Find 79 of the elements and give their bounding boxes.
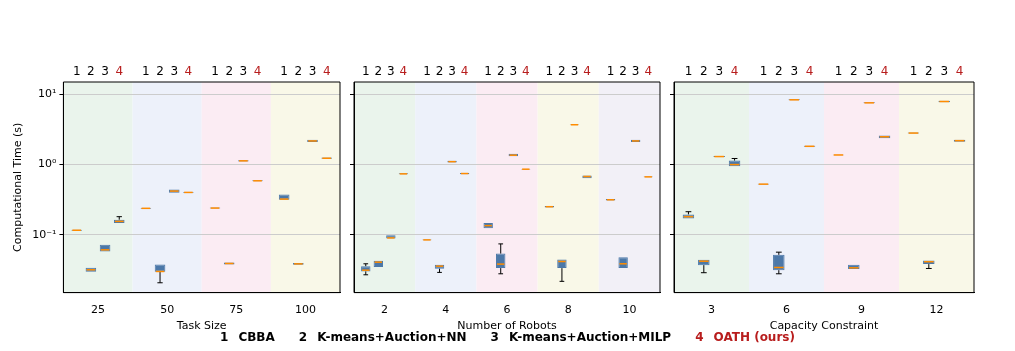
text: 4 [730, 64, 739, 79]
text: 1 [606, 64, 615, 79]
x-tick-label: 10 [622, 303, 637, 317]
text: 2 [298, 330, 308, 344]
text: 1 [545, 64, 554, 79]
text: 2 [225, 64, 234, 79]
text: 3 [387, 64, 395, 79]
text: 2 [924, 64, 933, 79]
text: 2 [699, 64, 708, 79]
text: 4 [695, 330, 704, 344]
x-tick-label: 8 [564, 303, 572, 317]
text: K-means+Auction+MILP [508, 330, 672, 344]
text: 2 [87, 64, 95, 79]
text: 1 [220, 330, 229, 344]
text: 4 [115, 64, 124, 79]
text: 4 [253, 64, 262, 79]
text: 1 [280, 64, 288, 79]
text: 4 [460, 64, 469, 79]
text: 3 [570, 64, 579, 79]
text: 4 [322, 64, 331, 79]
text: 2 [496, 64, 505, 79]
text: CBBA [238, 330, 275, 344]
text: K-means+Auction+NN [317, 330, 467, 344]
text: 4 [522, 64, 530, 79]
text: 3 [631, 64, 640, 79]
text: 3 [865, 64, 874, 79]
text: 1 [684, 64, 693, 79]
text: 3 [790, 64, 799, 79]
text: 2 [849, 64, 858, 79]
x-axis-title: Number of Robots [457, 319, 557, 333]
text: 3 [308, 64, 317, 79]
text: 3 [715, 64, 724, 79]
text: 2 [435, 64, 444, 79]
text: 4 [644, 64, 653, 79]
text: 1 [759, 64, 768, 79]
text: 1 [484, 64, 492, 79]
text: 2 [774, 64, 783, 79]
x-tick-label: 12 [929, 303, 944, 317]
x-tick-label: 25 [90, 303, 105, 317]
text: 3 [940, 64, 949, 79]
y-tick-label: 10⁻¹ [32, 227, 57, 241]
text: 1 [909, 64, 918, 79]
category-label: 4 [184, 64, 193, 79]
text: 2 [558, 64, 566, 79]
x-tick-label: 3 [708, 303, 715, 317]
x-tick-label: 75 [229, 303, 244, 317]
y-axis-title: Computational Time (s) [11, 122, 25, 252]
text: 4 [955, 64, 964, 79]
text: 3 [448, 64, 456, 79]
x-tick-label: 4 [442, 303, 450, 317]
text: 4 [880, 64, 889, 79]
text: 1 [361, 64, 370, 79]
x-tick-label: 9 [858, 303, 865, 317]
text: 3 [509, 64, 518, 79]
text: 1 [423, 64, 431, 79]
text: 1 [211, 64, 219, 79]
category-label: 3 [239, 64, 248, 79]
text: 1 [142, 64, 150, 79]
text: 4 [805, 64, 814, 79]
text: 1 [72, 64, 81, 79]
text: 2 [374, 64, 383, 79]
text: 2 [294, 64, 303, 79]
text: 3 [170, 64, 179, 79]
y-tick-label: 10¹ [37, 87, 57, 101]
x-tick-label: 6 [503, 303, 511, 317]
category-label: 2 [156, 64, 164, 79]
x-tick-label: 100 [294, 303, 316, 317]
text: 3 [490, 330, 499, 344]
text: OATH (ours) [713, 330, 795, 344]
y-tick-label: 10⁰ [37, 157, 57, 171]
text: 4 [399, 64, 408, 79]
text: 2 [619, 64, 627, 79]
x-axis-title: Task Size [175, 319, 227, 333]
x-tick-label: 2 [381, 303, 389, 317]
text: 1 [834, 64, 843, 79]
text: 4 [583, 64, 591, 79]
x-tick-label: 50 [160, 303, 175, 317]
x-tick-label: 6 [783, 303, 790, 317]
text: 3 [101, 64, 109, 79]
